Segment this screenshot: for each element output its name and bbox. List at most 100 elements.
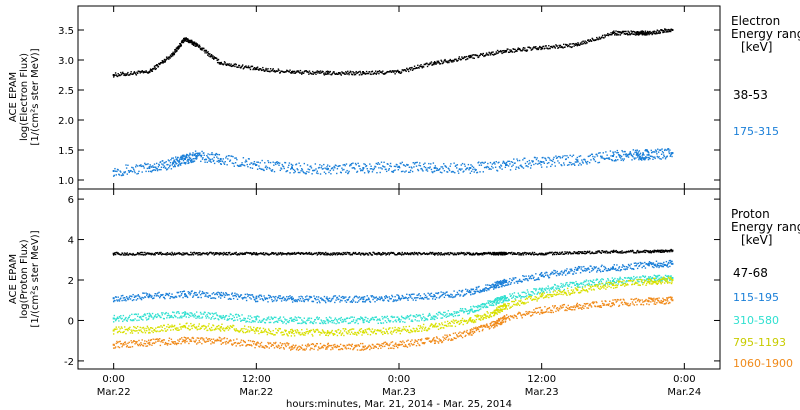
proton-scatter-dot: [656, 250, 658, 253]
electron-scatter-dot: [294, 170, 296, 173]
electron-scatter-dot: [137, 172, 140, 175]
electron-scatter-dot: [217, 58, 220, 61]
electron-scatter-dot: [238, 165, 241, 167]
proton-scatter-dot: [573, 271, 575, 273]
electron-scatter-dot: [661, 150, 664, 153]
proton-scatter-dot: [160, 251, 162, 254]
proton-scatter-dot: [206, 315, 209, 318]
proton-scatter-dot: [456, 294, 458, 296]
electron-scatter-dot: [301, 71, 304, 73]
electron-scatter-dot: [359, 70, 361, 73]
proton-scatter-dot: [164, 294, 167, 297]
proton-scatter-dot: [439, 311, 441, 314]
electron-scatter-dot: [654, 156, 656, 158]
electron-scatter-dot: [630, 153, 632, 156]
electron-scatter-dot: [361, 169, 364, 172]
proton-scatter-dot: [481, 306, 483, 308]
proton-series-310-580: [112, 274, 674, 325]
electron-scatter-dot: [580, 164, 582, 166]
electron-scatter-dot: [557, 46, 560, 49]
proton-scatter-dot: [501, 284, 504, 286]
proton-scatter-dot: [258, 294, 261, 296]
proton-scatter-dot: [665, 264, 667, 267]
proton-scatter-dot: [235, 251, 237, 254]
proton-scatter-dot: [244, 253, 247, 255]
electron-scatter-dot: [470, 170, 473, 172]
proton-scatter-dot: [325, 317, 328, 319]
electron-scatter-dot: [154, 66, 156, 69]
proton-scatter-dot: [444, 292, 446, 294]
electron-scatter-dot: [632, 149, 635, 151]
proton-scatter-dot: [497, 283, 499, 285]
electron-scatter-dot: [467, 163, 470, 166]
electron-scatter-dot: [628, 153, 631, 156]
proton-scatter-dot: [242, 253, 244, 256]
electron-scatter-dot: [615, 30, 617, 32]
proton-scatter-dot: [480, 304, 483, 306]
proton-scatter-dot: [520, 254, 523, 256]
proton-scatter-dot: [408, 318, 411, 320]
electron-scatter-dot: [120, 171, 122, 173]
electron-scatter-dot: [380, 167, 382, 169]
proton-scatter-dot: [141, 296, 143, 299]
proton-scatter-dot: [532, 277, 534, 280]
proton-scatter-dot: [223, 251, 225, 254]
proton-scatter-dot: [377, 251, 379, 254]
proton-scatter-dot: [326, 298, 329, 300]
proton-scatter-dot: [175, 312, 178, 314]
electron-scatter-dot: [316, 70, 318, 72]
proton-scatter-dot: [569, 268, 571, 270]
electron-scatter-dot: [214, 154, 217, 156]
proton-scatter-dot: [432, 296, 435, 298]
electron-scatter-dot: [357, 162, 359, 165]
proton-scatter-dot: [206, 292, 209, 294]
proton-scatter-dot: [415, 314, 418, 316]
proton-scatter-dot: [389, 252, 392, 255]
electron-scatter-dot: [625, 155, 627, 157]
proton-scatter-dot: [523, 252, 525, 255]
proton-scatter-dot: [454, 314, 457, 317]
electron-scatter-dot: [448, 169, 451, 172]
proton-scatter-dot: [144, 313, 146, 315]
proton-scatter-dot: [176, 311, 178, 313]
proton-scatter-dot: [475, 305, 477, 308]
electron-scatter-dot: [616, 33, 618, 35]
electron-scatter-dot: [669, 155, 671, 157]
proton-scatter-dot: [406, 297, 409, 300]
proton-scatter-dot: [400, 315, 403, 318]
electron-scatter-dot: [444, 165, 447, 168]
electron-scatter-dot: [256, 168, 259, 170]
proton-scatter-dot: [492, 254, 495, 256]
electron-scatter-dot: [586, 163, 588, 165]
proton-scatter-dot: [540, 271, 543, 274]
electron-scatter-dot: [533, 46, 536, 48]
proton-scatter-dot: [132, 318, 134, 321]
proton-scatter-dot: [447, 252, 449, 254]
proton-scatter-dot: [258, 316, 260, 318]
proton-scatter-dot: [615, 249, 617, 252]
electron-scatter-dot: [312, 70, 314, 73]
electron-scatter-dot: [289, 172, 291, 174]
proton-scatter-dot: [184, 295, 187, 298]
electron-scatter-dot: [476, 171, 479, 174]
proton-scatter-dot: [424, 296, 426, 299]
proton-scatter-dot: [324, 254, 326, 256]
electron-scatter-dot: [536, 157, 538, 159]
proton-scatter-dot: [539, 292, 542, 294]
electron-scatter-dot: [479, 54, 481, 57]
electron-scatter-dot: [611, 33, 614, 35]
electron-scatter-dot: [206, 54, 209, 56]
electron-scatter-dot: [182, 159, 185, 162]
proton-scatter-dot: [650, 263, 653, 266]
proton-scatter-dot: [466, 290, 468, 292]
proton-scatter-dot: [180, 253, 182, 255]
electron-scatter-dot: [238, 64, 241, 67]
electron-scatter-dot: [193, 44, 195, 46]
proton-scatter-dot: [497, 254, 500, 256]
proton-scatter-dot: [432, 251, 434, 254]
proton-scatter-dot: [229, 251, 231, 254]
electron-scatter-dot: [269, 68, 272, 70]
electron-scatter-dot: [197, 153, 199, 155]
electron-scatter-dot: [343, 72, 345, 74]
proton-scatter-dot: [387, 299, 389, 302]
